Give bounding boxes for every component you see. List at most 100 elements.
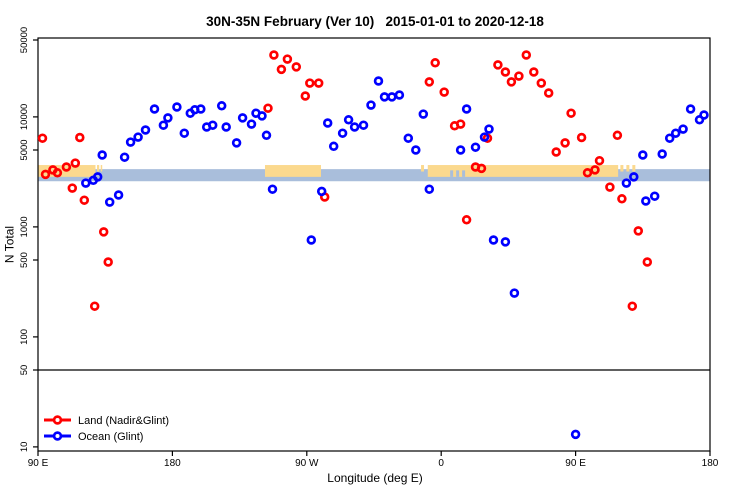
data-point-ocean [196, 104, 206, 114]
data-point-ocean [81, 178, 91, 188]
data-point-land [276, 64, 287, 75]
data-point-land [617, 194, 627, 204]
ocean-band-speck [456, 170, 460, 177]
data-point-land [590, 165, 600, 175]
data-point-ocean [418, 109, 429, 119]
data-point-land [627, 301, 638, 311]
land-band-speck [100, 165, 103, 172]
data-point-land [430, 58, 440, 68]
data-point-ocean [158, 120, 169, 130]
legend-marker-ocean [52, 431, 63, 441]
data-point-land [476, 163, 487, 174]
data-point-ocean [207, 120, 218, 130]
data-point-land [61, 162, 72, 172]
data-point-ocean [670, 128, 681, 138]
data-point-ocean [246, 119, 257, 129]
data-point-ocean [343, 115, 354, 125]
data-point-ocean [104, 197, 115, 207]
data-point-land [40, 169, 51, 180]
data-point-ocean [387, 92, 397, 102]
data-point-ocean [237, 113, 248, 123]
x-tick-label: 0 [438, 458, 444, 469]
data-point-ocean [267, 184, 278, 194]
data-point-ocean [97, 150, 107, 160]
legend-label: Land (Nadir&Glint) [78, 415, 169, 427]
x-axis-title: Longitude (deg E) [327, 471, 423, 485]
data-point-land [300, 91, 311, 101]
data-point-ocean [322, 118, 333, 128]
data-point-ocean [140, 125, 151, 135]
data-point-ocean [231, 138, 242, 148]
y-tick-label: 5000 [19, 139, 30, 160]
data-point-land [633, 226, 644, 236]
data-point-ocean [349, 122, 360, 132]
data-point-land [75, 132, 85, 143]
y-tick-label: 10 [19, 442, 30, 453]
data-point-ocean [221, 122, 231, 132]
data-point-ocean [125, 137, 136, 147]
data-point-ocean [172, 102, 182, 112]
data-point-ocean [621, 178, 632, 188]
data-point-ocean [411, 145, 421, 155]
data-point-land [560, 138, 570, 148]
data-point-ocean [403, 133, 414, 143]
data-point-ocean [337, 128, 348, 138]
data-point-ocean [699, 110, 709, 120]
ocean-band-speck [450, 170, 454, 177]
data-point-ocean [488, 235, 499, 245]
data-point-ocean [366, 100, 376, 110]
data-point-land [594, 155, 605, 166]
data-point-ocean [657, 149, 667, 159]
land-band-segment [427, 165, 619, 177]
y-tick-label: 50000 [19, 27, 30, 53]
data-point-land [424, 77, 435, 87]
data-point-land [305, 78, 315, 88]
data-point-land [461, 215, 472, 225]
land-band-speck [96, 165, 100, 172]
data-point-land [493, 60, 503, 70]
legend-label: Ocean (Glint) [78, 431, 143, 443]
data-point-ocean [479, 132, 490, 142]
data-point-land [576, 132, 587, 143]
data-point-ocean [113, 190, 124, 200]
data-point-land [536, 78, 547, 88]
data-point-land [313, 78, 324, 88]
land-band-segment [264, 165, 321, 177]
data-point-land [291, 62, 302, 72]
data-point-ocean [316, 186, 327, 197]
data-point-land [514, 71, 524, 81]
data-point-land [605, 182, 615, 192]
data-point-land [543, 88, 554, 98]
ocean-band-speck [462, 170, 466, 177]
y-tick-label: 500 [19, 252, 30, 268]
data-point-ocean [470, 142, 481, 152]
data-point-ocean [664, 133, 675, 143]
data-point-land [506, 77, 517, 87]
data-point-land [529, 67, 539, 77]
data-point-land [642, 257, 653, 267]
data-point-land [551, 147, 561, 157]
data-point-land [582, 168, 593, 178]
land-band-speck [632, 165, 636, 172]
data-point-land [98, 227, 109, 237]
data-point-land [52, 168, 63, 178]
x-tick-label: 180 [164, 458, 181, 469]
data-point-land [67, 183, 78, 193]
legend-marker-land [52, 415, 63, 425]
data-point-ocean [500, 237, 511, 247]
data-point-land [455, 119, 466, 129]
data-point-ocean [306, 235, 317, 245]
y-axis-title: N Total [2, 225, 17, 264]
data-point-ocean [678, 124, 688, 134]
data-point-ocean [484, 124, 494, 134]
data-point-land [439, 87, 449, 97]
data-point-ocean [261, 130, 272, 141]
data-point-ocean [163, 113, 173, 123]
data-point-ocean [570, 429, 581, 440]
x-tick-label: 90 E [565, 458, 586, 469]
x-tick-label: 90 E [28, 458, 49, 469]
data-point-ocean [119, 152, 130, 162]
land-band-speck [421, 165, 425, 172]
y-tick-label: 50 [19, 365, 30, 376]
